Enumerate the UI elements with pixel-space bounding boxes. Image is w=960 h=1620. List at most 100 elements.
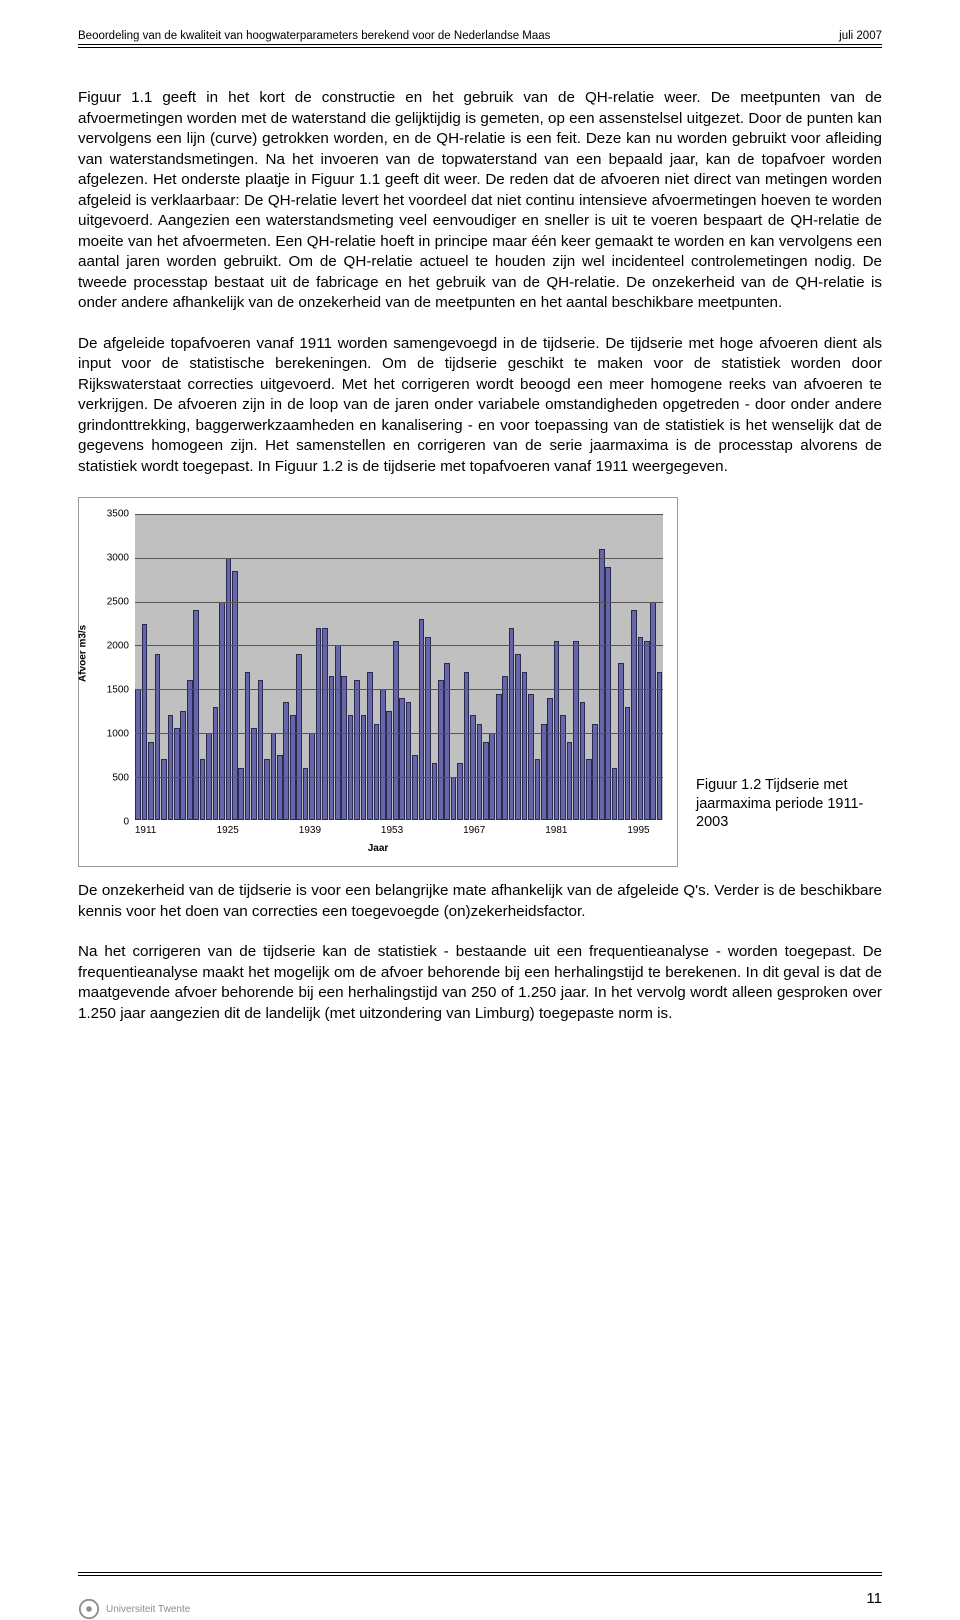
gridline <box>135 777 663 778</box>
bar <box>168 715 174 820</box>
gridline <box>135 602 663 603</box>
paragraph: Figuur 1.1 geeft in het kort de construc… <box>78 88 882 314</box>
gridline <box>135 514 663 515</box>
y-tick-label: 0 <box>79 817 129 828</box>
gridline <box>135 558 663 559</box>
x-tick-label: 1911 <box>135 825 157 836</box>
bar <box>425 637 431 821</box>
bar <box>135 689 141 820</box>
bar <box>393 641 399 820</box>
bar <box>496 694 502 821</box>
bar <box>560 715 566 820</box>
bars-container <box>135 514 663 820</box>
bar <box>644 641 650 820</box>
y-tick-label: 1000 <box>79 729 129 740</box>
bar <box>432 763 438 820</box>
bar <box>625 707 631 821</box>
gridline <box>135 733 663 734</box>
x-tick-label: 1967 <box>463 825 485 836</box>
bar <box>457 763 463 820</box>
x-axis-label: Jaar <box>368 843 389 854</box>
logo-text: Universiteit Twente <box>106 1604 190 1615</box>
y-tick-label: 3000 <box>79 553 129 564</box>
bar <box>535 759 541 820</box>
bar <box>283 702 289 820</box>
bar <box>232 571 238 820</box>
footer-rule <box>78 1575 882 1576</box>
bar <box>470 715 476 820</box>
bar <box>483 742 489 821</box>
bar <box>277 755 283 821</box>
bar <box>573 641 579 820</box>
bar <box>161 759 167 820</box>
x-tick-label: 1995 <box>627 825 649 836</box>
bar <box>554 641 560 820</box>
bar <box>444 663 450 820</box>
bar <box>348 715 354 820</box>
bar <box>174 728 180 820</box>
bar <box>528 694 534 821</box>
bar <box>631 610 637 820</box>
university-logo: Universiteit Twente <box>78 1598 190 1620</box>
bar <box>290 715 296 820</box>
bar <box>586 759 592 820</box>
bar <box>638 637 644 821</box>
y-tick-label: 2000 <box>79 641 129 652</box>
figure-caption: Figuur 1.2 Tijdserie met jaarmaxima peri… <box>696 776 866 868</box>
bar <box>213 707 219 821</box>
bar <box>245 672 251 821</box>
bar <box>354 680 360 820</box>
bar <box>438 680 444 820</box>
y-tick-label: 500 <box>79 773 129 784</box>
bar-chart: Afvoer m3/s Jaar 05001000150020002500300… <box>78 497 678 867</box>
bar <box>541 724 547 820</box>
bar <box>592 724 598 820</box>
bar <box>618 663 624 820</box>
header-title: Beoordeling van de kwaliteit van hoogwat… <box>78 30 550 42</box>
bar <box>155 654 161 820</box>
bar <box>341 676 347 820</box>
bar <box>361 715 367 820</box>
bar <box>509 628 515 820</box>
bar <box>219 602 225 821</box>
footer-rule <box>78 1572 882 1573</box>
bar <box>580 702 586 820</box>
bar <box>650 602 656 821</box>
bar <box>367 672 373 821</box>
bar <box>296 654 302 820</box>
bar <box>567 742 573 821</box>
paragraph: De onzekerheid van de tijdserie is voor … <box>78 881 882 922</box>
figure-1-2: Afvoer m3/s Jaar 05001000150020002500300… <box>78 497 882 867</box>
bar <box>419 619 425 820</box>
x-tick-label: 1981 <box>545 825 567 836</box>
bar <box>380 689 386 820</box>
bar <box>502 676 508 820</box>
bar <box>547 698 553 820</box>
bar <box>605 567 611 821</box>
y-tick-label: 2500 <box>79 597 129 608</box>
bar <box>251 728 257 820</box>
bar <box>264 759 270 820</box>
bar <box>180 711 186 820</box>
logo-icon <box>78 1598 100 1620</box>
y-tick-label: 3500 <box>79 509 129 520</box>
bar <box>522 672 528 821</box>
bar <box>374 724 380 820</box>
gridline <box>135 689 663 690</box>
bar <box>322 628 328 820</box>
bar <box>412 755 418 821</box>
header-rule <box>78 44 882 45</box>
bar <box>464 672 470 821</box>
header-date: juli 2007 <box>839 30 882 42</box>
bar <box>148 742 154 821</box>
x-tick-label: 1925 <box>217 825 239 836</box>
bar <box>657 672 663 821</box>
bar <box>142 624 148 821</box>
page-footer: 11 Universiteit Twente <box>78 1572 882 1576</box>
x-tick-label: 1939 <box>299 825 321 836</box>
bar <box>451 777 457 821</box>
bar <box>515 654 521 820</box>
x-tick-label: 1953 <box>381 825 403 836</box>
bar <box>406 702 412 820</box>
bar <box>258 680 264 820</box>
